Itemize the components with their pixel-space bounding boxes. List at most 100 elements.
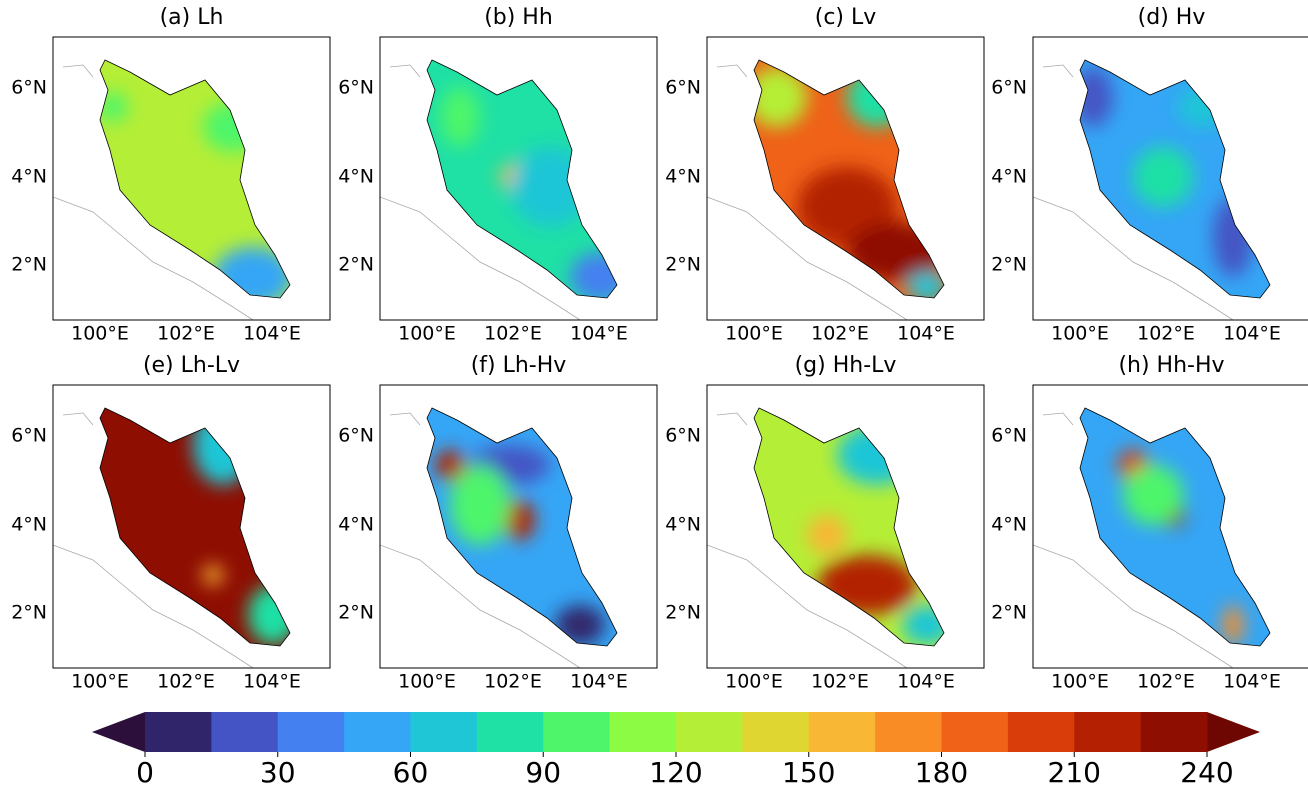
field-blob [1178,87,1228,127]
lat-tick-label: 4°N [991,166,1027,188]
lon-tick-label: 102°E [157,323,215,345]
lon-tick-label: 100°E [398,671,456,693]
lon-tick-label: 100°E [398,323,456,345]
colorbar-tick-label: 0 [136,756,154,786]
field-blobs [1118,450,1243,645]
field [754,60,944,298]
peninsula-outline [426,59,618,299]
field-blob [213,247,290,298]
peninsula-outline [99,59,291,299]
lat-tick-label: 6°N [11,77,47,99]
field-blob [1080,67,1113,127]
field-blob [902,605,944,645]
field-base [754,408,944,646]
field [1080,60,1270,298]
coastline [1042,412,1074,426]
colorbar-box [344,712,411,752]
colorbar-box [941,712,1009,752]
field-blob [100,92,128,122]
colorbar-box [609,712,677,752]
field-blob [203,565,223,585]
map-panel: (f) Lh-Hv 6°N 4°N 2°N 100°E 102°E 104°E [338,353,658,693]
lon-tick-label: 102°E [484,323,542,345]
map-panel: (e) Lh-Lv 6°N 4°N 2°N 100°E 102°E 104°E [11,353,331,693]
colorbar-box [742,712,810,752]
field-blob [248,585,290,645]
panel-title: (c) Lv [815,5,877,30]
lon-tick-label: 100°E [725,323,783,345]
field-blob [1123,465,1183,525]
lat-tick-label: 6°N [665,77,701,99]
coastline [62,64,94,78]
colorbar-box [476,712,544,752]
colorbar-tick-label: 120 [649,756,702,786]
lon-tick-label: 104°E [1223,671,1281,693]
lat-tick-label: 2°N [338,602,374,624]
panel-title: (h) Hh-Hv [1118,353,1224,378]
lon-tick-label: 102°E [811,323,869,345]
map-frame [706,384,985,669]
peninsula-outline [99,407,291,647]
map-frame [1032,36,1308,321]
colorbar-extend-low [92,712,145,752]
lon-tick-label: 100°E [1051,323,1109,345]
colorbar-tick-label: 210 [1048,756,1101,786]
field-blob [837,425,917,485]
lat-tick-label: 4°N [991,514,1027,536]
coastline [389,412,421,426]
lat-tick-label: 6°N [665,425,701,447]
map-panel: (c) Lv 6°N 4°N 2°N 100°E 102°E 104°E [665,5,985,345]
lon-tick-label: 100°E [71,323,129,345]
colorbar-box [1074,712,1142,752]
lon-tick-label: 104°E [897,323,955,345]
field [1080,408,1270,646]
map-frame [379,36,658,321]
coastline [1042,64,1074,78]
lat-tick-label: 2°N [665,602,701,624]
field-blob [555,605,605,645]
peninsula-outline [753,59,945,299]
panel-title: (a) Lh [160,5,224,30]
lon-tick-label: 100°E [725,671,783,693]
peninsula-outline [1079,59,1271,299]
lon-tick-label: 102°E [484,671,542,693]
field-blob [440,87,480,147]
lon-tick-label: 100°E [1051,671,1109,693]
coastline [1032,196,1234,321]
colorbar-box [543,712,611,752]
lat-tick-label: 6°N [338,425,374,447]
lon-tick-label: 104°E [570,323,628,345]
colorbar-tick-label: 30 [260,756,296,786]
map-panel: (a) Lh 6°N 4°N 2°N 100°E 102°E 104°E [11,5,331,345]
lon-tick-label: 104°E [243,323,301,345]
field-base [100,408,290,646]
lon-tick-label: 102°E [1137,323,1195,345]
colorbar-box [145,712,212,752]
lat-tick-label: 4°N [665,514,701,536]
lat-tick-label: 4°N [665,166,701,188]
colorbar-tick-label: 240 [1180,756,1233,786]
lon-tick-label: 102°E [811,671,869,693]
field-blobs [807,425,944,645]
panel-title: (d) Hv [1138,5,1206,30]
field [754,408,944,646]
field [100,408,290,646]
field-blob [1223,605,1243,645]
colorbar-box [277,712,345,752]
lat-tick-label: 2°N [338,254,374,276]
lon-tick-label: 104°E [1223,323,1281,345]
colorbar-tick-label: 90 [525,756,561,786]
field [427,60,617,298]
map-frame [706,36,985,321]
colorbar-box [875,712,942,752]
lat-tick-label: 4°N [11,514,47,536]
field-base [100,60,290,298]
peninsula-outline [426,407,618,647]
field-blob [203,102,263,152]
lon-tick-label: 100°E [71,671,129,693]
lon-tick-label: 104°E [897,671,955,693]
coastline [52,196,254,321]
field-blob [1133,147,1193,207]
panel-title: (f) Lh-Hv [471,353,567,378]
